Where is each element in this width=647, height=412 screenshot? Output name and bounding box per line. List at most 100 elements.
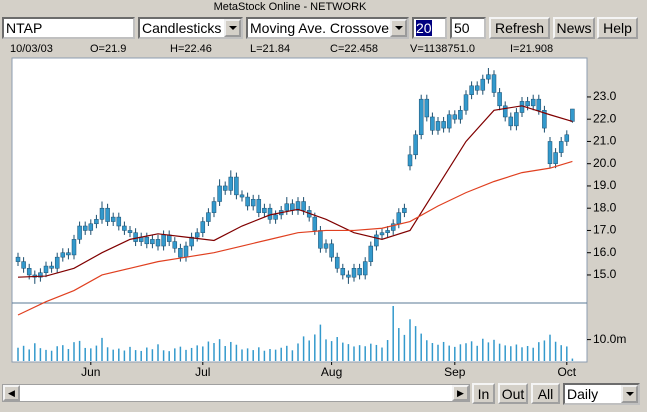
volume-bar xyxy=(45,349,47,361)
volume-bar xyxy=(224,346,226,361)
volume-bar xyxy=(403,334,406,361)
y-tick-label: 22.0 xyxy=(593,111,617,125)
volume-bar xyxy=(409,319,411,361)
volume-bar xyxy=(252,350,254,361)
candle-body xyxy=(239,194,245,198)
volume-bar xyxy=(246,348,249,361)
dropdown-arrow[interactable] xyxy=(390,19,407,37)
candle-body xyxy=(530,98,536,107)
volume-bar xyxy=(190,347,193,361)
indicator-select[interactable]: Moving Ave. Crossover xyxy=(246,17,409,39)
candle-body xyxy=(497,92,502,107)
volume-bar xyxy=(314,334,316,361)
volume-bar xyxy=(549,334,551,361)
volume-bar xyxy=(566,346,568,361)
volume-bar xyxy=(196,345,198,361)
volume-bar xyxy=(336,337,338,361)
refresh-button[interactable]: Refresh xyxy=(489,17,550,39)
candle-body xyxy=(480,78,486,91)
dropdown-arrow[interactable] xyxy=(224,19,241,37)
candle-body xyxy=(200,221,206,233)
period-input[interactable]: 20 xyxy=(412,17,447,39)
candle-body xyxy=(105,207,110,222)
zoom-in-button[interactable]: In xyxy=(472,383,495,404)
candle-body xyxy=(194,232,200,238)
y-tick-label: 23.0 xyxy=(593,89,617,103)
volume-bar xyxy=(213,343,215,361)
volume-bar xyxy=(17,347,19,361)
volume-bar xyxy=(134,350,137,361)
volume-bar xyxy=(386,340,389,361)
candle-body xyxy=(284,203,290,211)
candle-body xyxy=(150,239,155,245)
x-tick-label: Jun xyxy=(81,365,100,379)
info-low: L=21.84 xyxy=(250,43,291,55)
candle-body xyxy=(424,98,430,118)
volume-bar xyxy=(364,346,366,361)
volume-bar xyxy=(263,350,266,361)
volume-bar xyxy=(319,324,322,361)
candle-body xyxy=(222,185,228,191)
volume-bar xyxy=(269,349,271,361)
volume-bar xyxy=(437,344,439,361)
period-input[interactable]: 50 xyxy=(450,17,486,39)
volume-bar xyxy=(325,339,327,361)
volume-bar xyxy=(302,336,305,361)
scroll-left[interactable]: ◀ xyxy=(3,385,20,401)
candle-body xyxy=(430,116,435,131)
candle-body xyxy=(133,232,138,242)
candle-body xyxy=(329,243,334,258)
volume-bar xyxy=(22,345,25,361)
interval-select[interactable]: Daily xyxy=(563,383,640,405)
volume-bar xyxy=(123,350,126,361)
volume-bar xyxy=(532,347,534,361)
all-button[interactable]: All xyxy=(531,383,560,404)
chart-style-select[interactable]: Candlesticks xyxy=(138,17,243,39)
volume-bar xyxy=(207,341,210,361)
candle-body xyxy=(458,110,463,120)
volume-bar xyxy=(235,344,238,361)
candle-body xyxy=(178,248,183,258)
candle-body xyxy=(66,252,71,256)
help-button[interactable]: Help xyxy=(597,17,638,39)
x-tick-label: Jul xyxy=(195,365,210,379)
volume-bar xyxy=(381,347,383,361)
candle-body xyxy=(245,196,250,207)
candle-body xyxy=(491,74,497,93)
candle-body xyxy=(525,101,530,107)
candle-body xyxy=(564,134,570,142)
candle-body xyxy=(385,230,390,233)
symbol-input[interactable]: NTAP xyxy=(2,17,135,39)
select-text: Moving Ave. Crossover xyxy=(250,20,394,36)
candle-body xyxy=(71,239,77,256)
select-text: Candlesticks xyxy=(142,20,222,36)
candle-body xyxy=(161,234,166,247)
volume-bar xyxy=(67,349,70,361)
candle-body xyxy=(553,152,558,164)
candle-body xyxy=(346,274,351,278)
candle-body xyxy=(547,141,553,164)
candle-body xyxy=(334,256,340,269)
volume-bar xyxy=(370,343,372,361)
candle-body xyxy=(77,225,82,240)
volume-bar xyxy=(129,346,131,361)
scroll-right[interactable]: ▶ xyxy=(452,385,469,401)
volume-bar xyxy=(353,346,355,361)
volume-bar xyxy=(330,341,333,361)
candle-body xyxy=(357,268,362,276)
volume-bar xyxy=(90,348,92,361)
volume-bar xyxy=(146,347,148,361)
candle-body xyxy=(441,121,446,129)
candle-body xyxy=(536,98,542,111)
candle-body xyxy=(211,201,217,213)
zoom-out-button[interactable]: Out xyxy=(498,383,528,404)
volume-bar xyxy=(448,345,450,361)
news-button[interactable]: News xyxy=(553,17,595,39)
volume-bar xyxy=(465,343,467,361)
volume-bar xyxy=(162,350,165,361)
scrollbar[interactable]: ◀ ▶ xyxy=(2,384,470,402)
selected-text: 20 xyxy=(416,20,432,36)
candle-body xyxy=(290,203,295,211)
dropdown-arrow[interactable] xyxy=(621,385,638,403)
volume-bar xyxy=(470,341,473,361)
